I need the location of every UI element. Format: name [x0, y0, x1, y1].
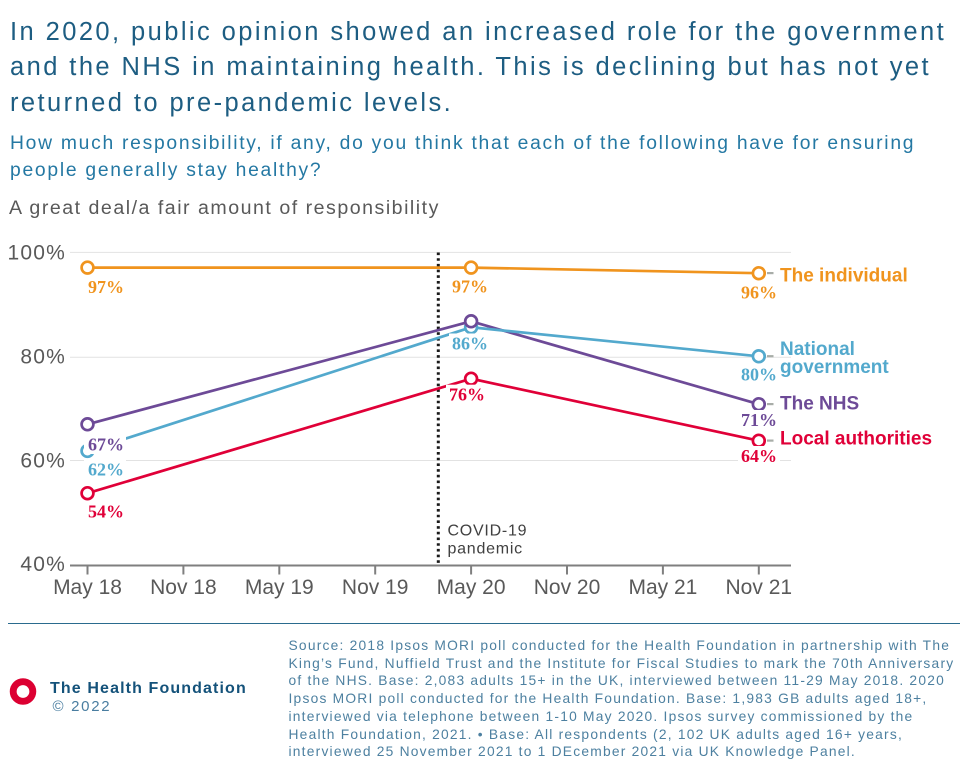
svg-text:40%: 40% — [20, 553, 66, 576]
svg-text:Nov 18: Nov 18 — [150, 576, 217, 599]
svg-text:May 20: May 20 — [437, 576, 506, 599]
svg-text:The individual: The individual — [780, 266, 908, 287]
svg-text:96%: 96% — [741, 282, 777, 302]
svg-text:government: government — [780, 357, 889, 378]
svg-text:100%: 100% — [7, 241, 66, 264]
svg-text:National: National — [780, 339, 855, 360]
svg-text:Local authorities: Local authorities — [780, 429, 932, 450]
svg-text:71%: 71% — [741, 410, 777, 430]
svg-text:May 18: May 18 — [53, 576, 122, 599]
svg-text:May 19: May 19 — [245, 576, 314, 599]
svg-text:62%: 62% — [88, 460, 124, 480]
svg-text:COVID-19: COVID-19 — [448, 523, 528, 540]
svg-text:pandemic: pandemic — [448, 541, 523, 558]
svg-text:64%: 64% — [741, 446, 777, 466]
svg-text:86%: 86% — [452, 334, 488, 354]
svg-text:Nov 19: Nov 19 — [342, 576, 409, 599]
svg-text:The NHS: The NHS — [780, 393, 859, 414]
svg-text:54%: 54% — [88, 501, 124, 521]
svg-text:60%: 60% — [20, 449, 66, 472]
svg-text:97%: 97% — [452, 277, 488, 297]
svg-text:Nov 20: Nov 20 — [534, 576, 601, 599]
svg-text:97%: 97% — [88, 277, 124, 297]
svg-text:May 21: May 21 — [628, 576, 697, 599]
svg-text:80%: 80% — [741, 365, 777, 385]
svg-text:67%: 67% — [88, 435, 124, 455]
svg-text:Nov 21: Nov 21 — [726, 576, 793, 599]
svg-text:76%: 76% — [449, 385, 485, 405]
svg-text:80%: 80% — [20, 346, 66, 369]
